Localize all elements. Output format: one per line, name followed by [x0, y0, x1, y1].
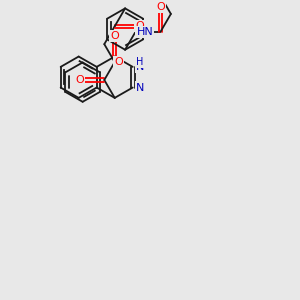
Text: O: O	[135, 21, 144, 31]
Text: O: O	[110, 31, 119, 41]
Text: N: N	[136, 62, 144, 72]
Text: O: O	[75, 75, 84, 85]
Text: O: O	[156, 2, 165, 12]
Text: O: O	[114, 57, 123, 67]
Text: HN: HN	[136, 27, 153, 37]
Text: H: H	[136, 60, 143, 70]
Text: N: N	[136, 82, 144, 92]
Text: H: H	[136, 57, 143, 67]
